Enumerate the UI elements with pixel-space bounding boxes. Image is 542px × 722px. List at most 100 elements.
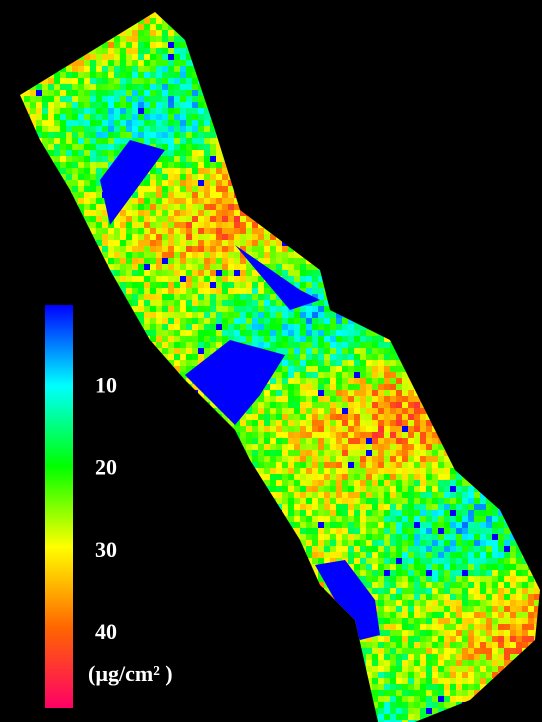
map-cell: [204, 270, 210, 276]
map-cell: [48, 102, 54, 108]
map-cell: [318, 312, 324, 318]
map-cell: [102, 96, 108, 102]
map-cell: [162, 84, 168, 90]
map-cell: [210, 282, 216, 288]
map-cell: [48, 126, 54, 132]
map-cell: [108, 108, 114, 114]
map-cell: [204, 300, 210, 306]
map-cell: [204, 126, 210, 132]
map-cell: [138, 102, 144, 108]
map-cell: [198, 288, 204, 294]
map-cell: [192, 90, 198, 96]
map-cell: [90, 216, 96, 222]
map-cell: [252, 288, 258, 294]
map-cell: [108, 138, 114, 144]
map-cell: [138, 198, 144, 204]
map-cell: [210, 258, 216, 264]
map-cell: [240, 222, 246, 228]
map-cell: [210, 132, 216, 138]
map-cell: [186, 108, 192, 114]
map-cell: [216, 198, 222, 204]
map-cell: [120, 48, 126, 54]
map-cell: [168, 264, 174, 270]
map-cell: [96, 138, 102, 144]
map-cell: [144, 30, 150, 36]
map-cell: [168, 312, 174, 318]
map-cell: [162, 300, 168, 306]
map-cell: [174, 246, 180, 252]
map-cell: [102, 60, 108, 66]
map-cell: [168, 48, 174, 54]
map-cell: [324, 312, 330, 318]
map-cell: [168, 228, 174, 234]
map-cell: [138, 90, 144, 96]
map-cell: [108, 72, 114, 78]
map-cell: [198, 222, 204, 228]
map-cell: [42, 90, 48, 96]
map-cell: [222, 222, 228, 228]
map-cell: [24, 96, 30, 102]
map-cell: [318, 282, 324, 288]
map-cell: [198, 258, 204, 264]
map-cell: [162, 66, 168, 72]
map-cell: [138, 246, 144, 252]
map-cell: [120, 222, 126, 228]
map-cell: [180, 276, 186, 282]
map-cell: [216, 300, 222, 306]
map-cell: [240, 282, 246, 288]
map-cell: [228, 216, 234, 222]
map-cell: [162, 216, 168, 222]
map-cell: [186, 282, 192, 288]
map-cell: [264, 234, 270, 240]
map-cell: [156, 234, 162, 240]
map-cell: [222, 318, 228, 324]
map-cell: [198, 168, 204, 174]
map-cell: [174, 318, 180, 324]
map-cell: [318, 306, 324, 312]
map-cell: [198, 312, 204, 318]
map-cell: [90, 168, 96, 174]
map-cell: [258, 252, 264, 258]
map-cell: [132, 204, 138, 210]
map-cell: [174, 288, 180, 294]
map-cell: [198, 102, 204, 108]
map-cell: [150, 30, 156, 36]
map-cell: [246, 306, 252, 312]
map-cell: [204, 114, 210, 120]
map-cell: [156, 84, 162, 90]
map-cell: [144, 78, 150, 84]
map-cell: [48, 114, 54, 120]
map-cell: [198, 294, 204, 300]
map-cell: [258, 312, 264, 318]
map-cell: [234, 228, 240, 234]
map-cell: [120, 258, 126, 264]
map-cell: [42, 96, 48, 102]
map-cell: [78, 102, 84, 108]
map-cell: [162, 114, 168, 120]
map-cell: [186, 174, 192, 180]
map-cell: [72, 114, 78, 120]
map-cell: [168, 246, 174, 252]
map-cell: [96, 150, 102, 156]
map-cell: [126, 78, 132, 84]
map-cell: [150, 300, 156, 306]
map-cell: [156, 126, 162, 132]
map-cell: [138, 24, 144, 30]
map-cell: [168, 60, 174, 66]
map-cell: [150, 24, 156, 30]
map-cell: [168, 132, 174, 138]
map-cell: [192, 288, 198, 294]
map-cell: [102, 234, 108, 240]
map-cell: [162, 42, 168, 48]
map-cell: [186, 252, 192, 258]
map-cell: [48, 96, 54, 102]
map-cell: [84, 102, 90, 108]
map-cell: [84, 108, 90, 114]
map-cell: [252, 300, 258, 306]
map-cell: [210, 318, 216, 324]
map-cell: [126, 54, 132, 60]
map-cell: [174, 222, 180, 228]
map-cell: [234, 282, 240, 288]
map-cell: [234, 216, 240, 222]
map-cell: [150, 264, 156, 270]
